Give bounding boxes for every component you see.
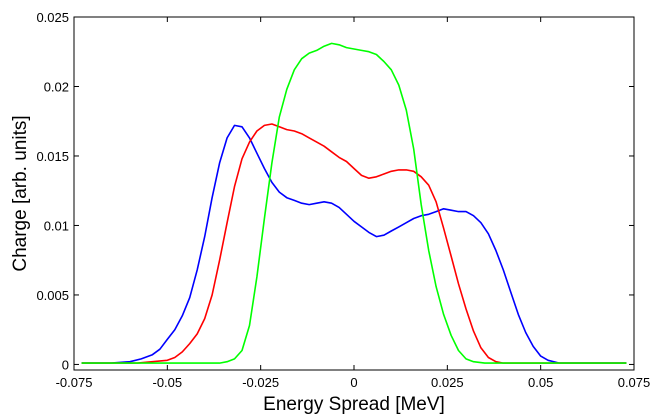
y-tick-label: 0.015 (36, 149, 69, 164)
x-tick-label: 0 (350, 375, 357, 390)
series-layer (81, 42, 627, 364)
y-tick-label: 0 (62, 357, 69, 372)
ticks-layer (73, 16, 635, 370)
y-axis-label: Charge [arb. units] (10, 115, 31, 271)
x-tick-label: 0.025 (431, 375, 464, 390)
x-tick-label: -0.025 (242, 375, 279, 390)
blue-series-line (81, 124, 627, 364)
y-tick-label: 0.025 (36, 10, 69, 25)
red-series-line (81, 123, 627, 364)
x-tick-label: 0.075 (618, 375, 651, 390)
x-tick-label: 0.05 (528, 375, 553, 390)
tick-labels-layer: -0.075 -0.05 -0.025 0 0.025 0.05 0.075 0 0.005 0.… (36, 10, 650, 390)
green-series-line (81, 42, 627, 364)
x-tick-label: -0.075 (56, 375, 93, 390)
x-tick-label: -0.05 (153, 375, 183, 390)
y-tick-label: 0.01 (44, 218, 69, 233)
y-tick-label: 0.02 (44, 79, 69, 94)
x-axis-label: Energy Spread [MeV] (263, 394, 445, 415)
plot-frame (73, 16, 635, 371)
y-tick-label: 0.005 (36, 288, 69, 303)
